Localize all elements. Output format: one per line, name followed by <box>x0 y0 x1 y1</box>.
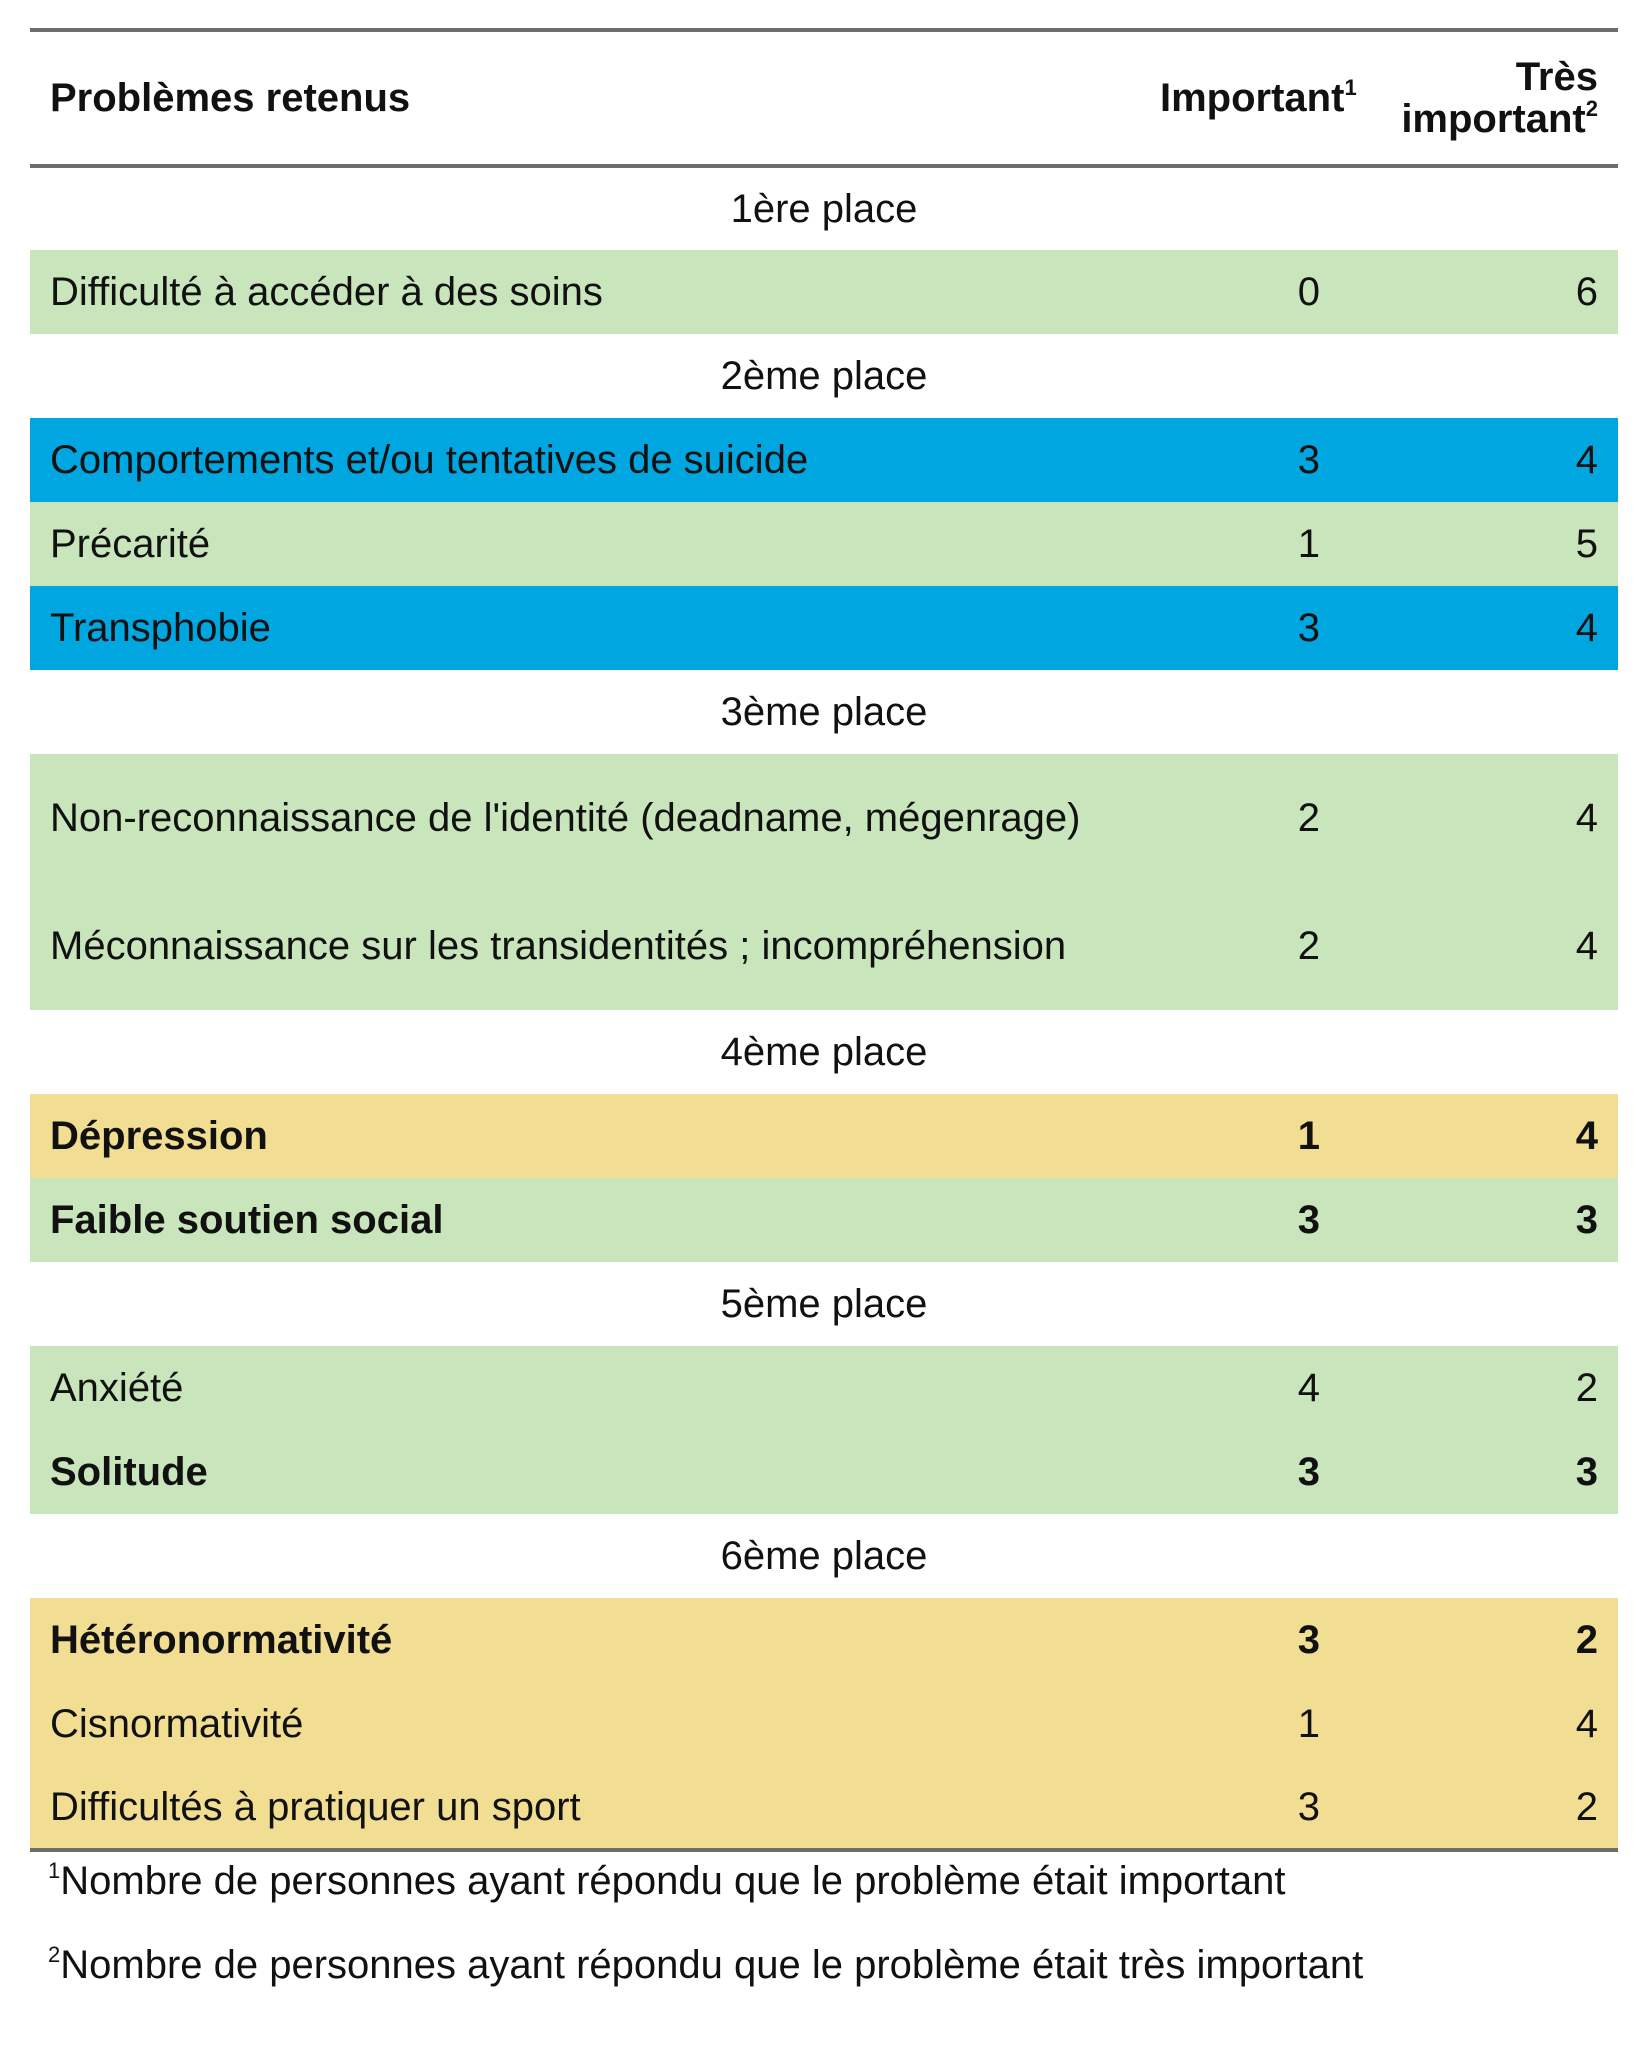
header-problem-label: Problèmes retenus <box>50 76 411 120</box>
problem-cell: Précarité <box>30 502 1140 586</box>
footnote-mark: 2 <box>48 1942 61 1967</box>
problem-cell: Dépression <box>30 1094 1140 1178</box>
section-row: 2ème place <box>30 334 1618 418</box>
important-count-cell: 3 <box>1140 1598 1340 1682</box>
problem-cell: Méconnaissance sur les transidentités ; … <box>30 882 1140 1010</box>
section-label: 1ère place <box>30 166 1618 250</box>
table-row: Précarité 1 5 <box>30 502 1618 586</box>
section-label: 5ème place <box>30 1262 1618 1346</box>
header-important: Important1 <box>1140 28 1357 168</box>
header-row: Problèmes retenus Important1 Très importa… <box>30 28 1618 168</box>
table-body: 1ère place Difficulté à accéder à des soi… <box>30 166 1618 1852</box>
table-row: Anxiété 4 2 <box>30 1346 1618 1430</box>
table-row: Cisnormativité 1 4 <box>30 1682 1618 1766</box>
problem-cell: Transphobie <box>30 586 1140 670</box>
important-count-cell: 2 <box>1140 754 1340 882</box>
table-row: Difficulté à accéder à des soins 0 6 <box>30 250 1618 334</box>
table-header: Problèmes retenus Important1 Très importa… <box>30 28 1618 168</box>
very-important-count-cell: 4 <box>1340 1682 1618 1766</box>
header-very-important-footnote-mark: 2 <box>1585 96 1598 121</box>
problem-cell: Cisnormativité <box>30 1682 1140 1766</box>
very-important-count-cell: 2 <box>1340 1598 1618 1682</box>
important-count-cell: 1 <box>1140 502 1340 586</box>
section-label: 3ème place <box>30 670 1618 754</box>
footnote-mark: 1 <box>48 1858 61 1883</box>
section-label: 4ème place <box>30 1010 1618 1094</box>
very-important-count-cell: 4 <box>1340 754 1618 882</box>
header-important-label: Important <box>1160 76 1345 120</box>
section-row: 5ème place <box>30 1262 1618 1346</box>
important-count-cell: 1 <box>1140 1094 1340 1178</box>
important-count-cell: 2 <box>1140 882 1340 1010</box>
important-count-cell: 4 <box>1140 1346 1340 1430</box>
footnote-text: Nombre de personnes ayant répondu que le… <box>60 1859 1286 1903</box>
problem-cell: Faible soutien social <box>30 1178 1140 1262</box>
header-very-important-line1: Très <box>1515 55 1598 99</box>
footnote-text: Nombre de personnes ayant répondu que le… <box>60 1943 1364 1987</box>
section-row: 3ème place <box>30 670 1618 754</box>
table-row: Faible soutien social 3 3 <box>30 1178 1618 1262</box>
important-count-cell: 3 <box>1140 418 1340 502</box>
table-row: Transphobie 3 4 <box>30 586 1618 670</box>
section-label: 6ème place <box>30 1514 1618 1598</box>
very-important-count-cell: 4 <box>1340 1094 1618 1178</box>
problem-cell: Non-reconnaissance de l'identité (deadna… <box>30 754 1140 882</box>
important-count-cell: 0 <box>1140 250 1340 334</box>
header-very-important: Très important2 <box>1340 28 1618 168</box>
footnote-1: 1Nombre de personnes ayant répondu que l… <box>48 1858 1608 1903</box>
problem-cell: Comportements et/ou tentatives de suicid… <box>30 418 1140 502</box>
important-count-cell: 1 <box>1140 1682 1340 1766</box>
important-count-cell: 3 <box>1140 1178 1340 1262</box>
important-count-cell: 3 <box>1140 1766 1340 1852</box>
table-row: Méconnaissance sur les transidentités ; … <box>30 882 1618 1010</box>
important-count-cell: 3 <box>1140 1430 1340 1514</box>
very-important-count-cell: 5 <box>1340 502 1618 586</box>
table-row: Dépression 1 4 <box>30 1094 1618 1178</box>
table-row: Difficultés à pratiquer un sport 3 2 <box>30 1766 1618 1852</box>
very-important-count-cell: 6 <box>1340 250 1618 334</box>
very-important-count-cell: 2 <box>1340 1346 1618 1430</box>
very-important-count-cell: 3 <box>1340 1430 1618 1514</box>
very-important-count-cell: 4 <box>1340 882 1618 1010</box>
problem-cell: Anxiété <box>30 1346 1140 1430</box>
table-row: Comportements et/ou tentatives de suicid… <box>30 418 1618 502</box>
table-row: Non-reconnaissance de l'identité (deadna… <box>30 754 1618 882</box>
footnote-2: 2Nombre de personnes ayant répondu que l… <box>48 1942 1608 1987</box>
section-label: 2ème place <box>30 334 1618 418</box>
section-row: 1ère place <box>30 166 1618 250</box>
section-row: 6ème place <box>30 1514 1618 1598</box>
important-count-cell: 3 <box>1140 586 1340 670</box>
header-problem: Problèmes retenus <box>30 28 1140 168</box>
table-row: Solitude 3 3 <box>30 1430 1618 1514</box>
very-important-count-cell: 4 <box>1340 418 1618 502</box>
very-important-count-cell: 4 <box>1340 586 1618 670</box>
section-row: 4ème place <box>30 1010 1618 1094</box>
table-row: Hétéronormativité 3 2 <box>30 1598 1618 1682</box>
problem-cell: Difficulté à accéder à des soins <box>30 250 1140 334</box>
problem-cell: Difficultés à pratiquer un sport <box>30 1766 1140 1852</box>
very-important-count-cell: 2 <box>1340 1766 1618 1852</box>
header-important-footnote-mark: 1 <box>1344 75 1357 100</box>
very-important-count-cell: 3 <box>1340 1178 1618 1262</box>
header-very-important-line2: important <box>1401 97 1586 141</box>
footnotes: 1Nombre de personnes ayant répondu que l… <box>48 1858 1608 1987</box>
problem-cell: Solitude <box>30 1430 1140 1514</box>
problems-table: Problèmes retenus Important1 Très importa… <box>30 28 1618 1852</box>
problem-cell: Hétéronormativité <box>30 1598 1140 1682</box>
